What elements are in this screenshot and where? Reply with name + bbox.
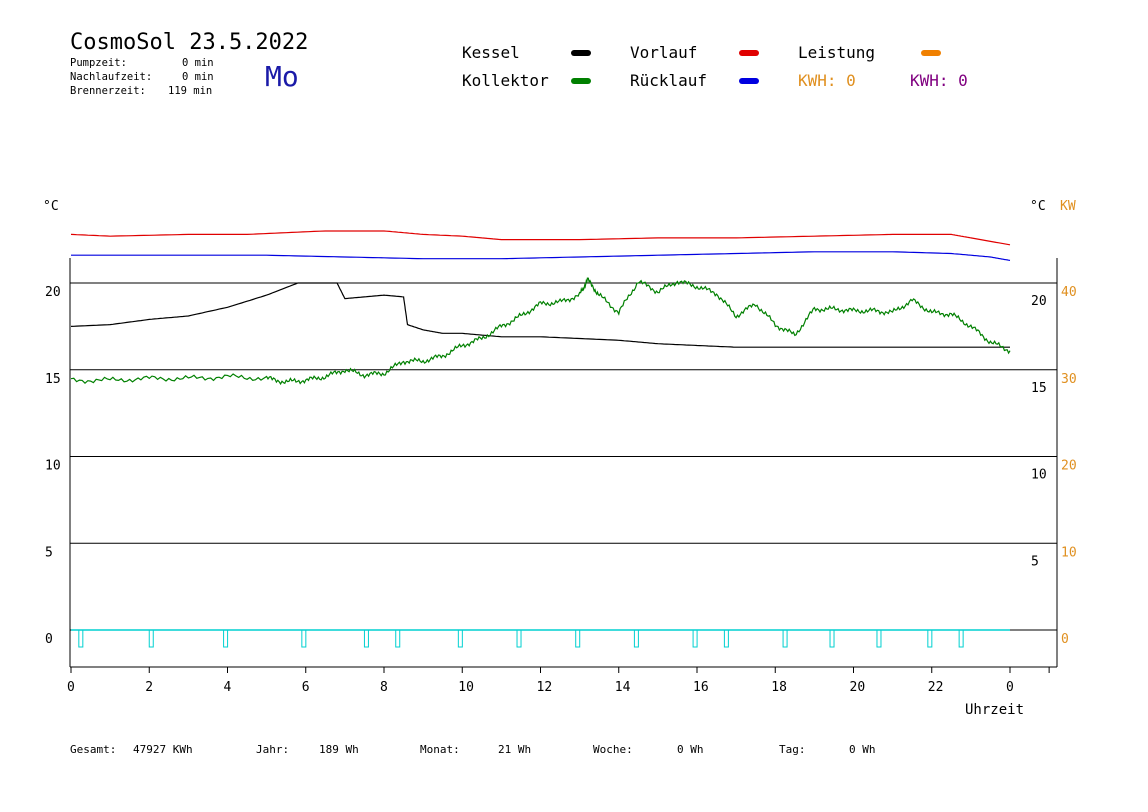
y-tick-right-kw: 40 — [1061, 285, 1077, 300]
y-tick-right-kw: 10 — [1061, 545, 1077, 560]
footer-gesamt-value: 47927 KWh — [133, 743, 193, 756]
series-ruecklauf — [71, 251, 1011, 261]
y-tick-left: 10 — [45, 459, 61, 474]
stat-pumpzeit-value: 0 min — [182, 57, 214, 69]
y-tick-left: 15 — [45, 372, 61, 387]
pump-mark — [363, 629, 369, 648]
pump-mark — [958, 629, 964, 648]
stat-brennerzeit-label: Brennerzeit: — [70, 85, 146, 97]
legend-leistung-swatch — [921, 50, 941, 56]
footer-jahr-value: 189 Wh — [319, 743, 359, 756]
x-tick-label: 22 — [928, 680, 944, 695]
pump-mark — [301, 629, 307, 648]
stat-pumpzeit-label: Pumpzeit: — [70, 57, 127, 69]
legend-kollektor-label: Kollektor — [462, 71, 549, 90]
x-axis-label: Uhrzeit — [965, 702, 1024, 718]
pump-mark — [148, 629, 154, 648]
x-tick-label: 2 — [145, 680, 153, 695]
series-vorlauf — [70, 230, 1011, 246]
footer-woche-value: 0 Wh — [677, 743, 704, 756]
y-tick-left: 5 — [45, 545, 53, 560]
weekday-label: Mo — [265, 60, 299, 93]
y-tick-right-c: 15 — [1031, 381, 1047, 396]
x-tick-label: 4 — [224, 680, 232, 695]
legend-ruecklauf-label: Rücklauf — [630, 71, 708, 90]
series-kessel — [70, 282, 1010, 348]
footer-monat-label: Monat: — [420, 743, 460, 756]
footer-woche-label: Woche: — [593, 743, 633, 756]
footer-tag-label: Tag: — [779, 743, 806, 756]
legend-kollektor-swatch — [571, 78, 591, 84]
pump-mark — [395, 629, 401, 648]
series-kollektor — [70, 277, 1011, 386]
x-tick-label: 0 — [67, 680, 75, 695]
x-tick-label: 8 — [380, 680, 388, 695]
stat-brennerzeit-value: 119 min — [168, 85, 213, 97]
pump-mark — [575, 629, 581, 648]
pump-mark — [829, 629, 835, 648]
legend-kwh-total: KWH: 0 — [910, 71, 968, 90]
footer-monat-value: 21 Wh — [498, 743, 532, 756]
pump-mark — [782, 629, 788, 648]
legend-kwh-leistung: KWH: 0 — [798, 71, 856, 90]
y-tick-right-kw: 0 — [1061, 632, 1069, 647]
x-tick-label: 20 — [850, 680, 866, 695]
left-unit-label: °C — [43, 199, 59, 214]
y-tick-left: 0 — [45, 632, 53, 647]
y-tick-left: 20 — [45, 285, 61, 300]
y-tick-right-kw: 20 — [1061, 459, 1077, 474]
pump-mark — [927, 629, 933, 648]
page-title: CosmoSol 23.5.2022 — [70, 30, 309, 55]
x-tick-label: 14 — [615, 680, 631, 695]
pump-mark — [223, 629, 229, 648]
y-tick-right-c: 5 — [1031, 554, 1039, 569]
pump-mark — [692, 629, 698, 648]
legend-kessel-swatch — [571, 50, 591, 56]
x-tick-label: 16 — [693, 680, 709, 695]
pump-mark — [516, 629, 522, 648]
footer-tag-value: 0 Wh — [849, 743, 876, 756]
x-tick-label: 6 — [302, 680, 310, 695]
right-unit-kw-label: KW — [1060, 199, 1076, 214]
x-tick-label: 10 — [458, 680, 474, 695]
y-tick-right-c: 20 — [1031, 294, 1047, 309]
legend-ruecklauf-swatch — [739, 78, 759, 84]
stat-nachlaufzeit-label: Nachlaufzeit: — [70, 71, 153, 83]
x-tick-label: 0 — [1006, 680, 1014, 695]
pump-mark — [723, 629, 729, 648]
pump-mark — [876, 629, 882, 648]
right-unit-c-label: °C — [1030, 199, 1046, 214]
legend-vorlauf-swatch — [739, 50, 759, 56]
y-tick-right-c: 10 — [1031, 468, 1047, 483]
footer-gesamt-label: Gesamt: — [70, 743, 117, 756]
legend-vorlauf-label: Vorlauf — [630, 43, 698, 62]
legend-kessel-label: Kessel — [462, 43, 520, 62]
x-tick-label: 18 — [771, 680, 787, 695]
pump-mark — [633, 629, 639, 648]
y-tick-right-kw: 30 — [1061, 372, 1077, 387]
pump-mark — [78, 629, 84, 648]
stat-nachlaufzeit-value: 0 min — [182, 71, 214, 83]
footer-jahr-label: Jahr: — [256, 743, 290, 756]
x-tick-label: 12 — [537, 680, 553, 695]
pump-mark — [457, 629, 463, 648]
legend-leistung-label: Leistung — [798, 43, 876, 62]
